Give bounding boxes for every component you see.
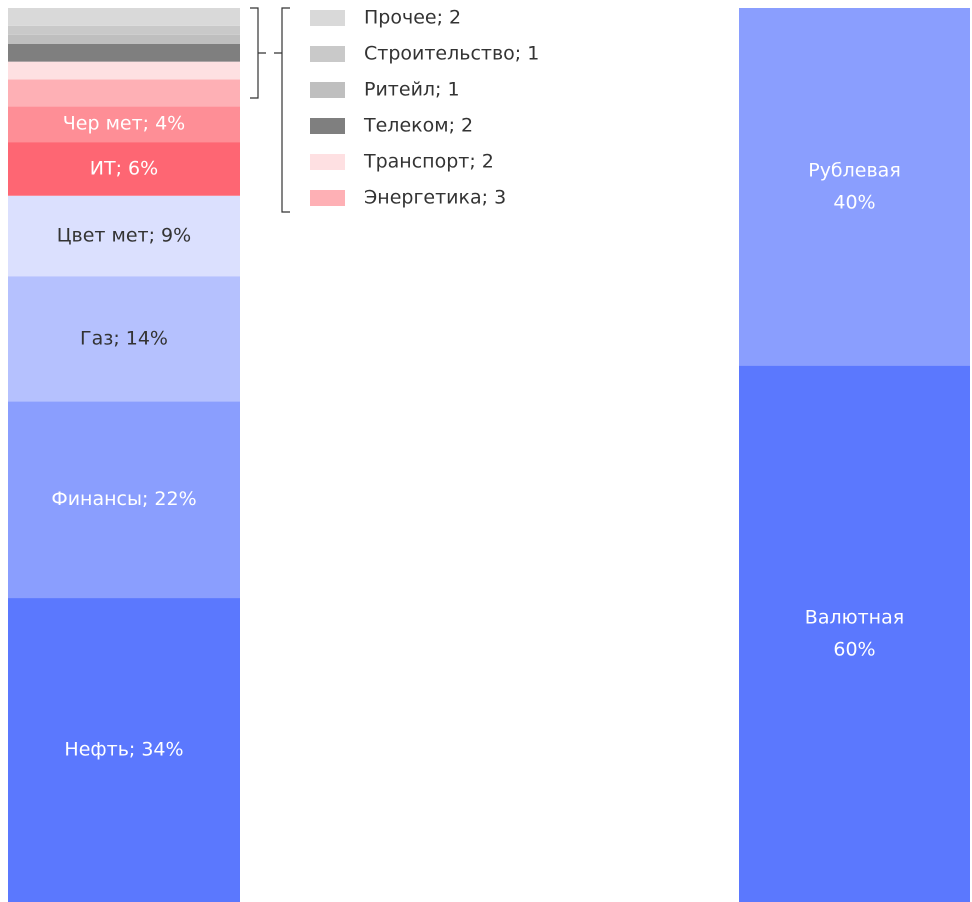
bar-segment — [8, 43, 240, 62]
segment-label: Чер мет; 4% — [63, 113, 186, 135]
bar-segment — [8, 106, 240, 143]
segment-label: Газ; 14% — [80, 327, 168, 349]
legend-swatch — [310, 118, 345, 134]
bar-segment — [739, 365, 970, 902]
segment-label: Нефть; 34% — [64, 739, 183, 761]
legend-label: Телеком; 2 — [363, 115, 473, 137]
segment-label: ИТ; 6% — [90, 157, 158, 179]
legend-swatch — [310, 46, 345, 62]
bar-segment — [739, 8, 970, 366]
bar-segment — [8, 401, 240, 599]
bar-segment — [8, 79, 240, 107]
legend-swatch — [310, 154, 345, 170]
legend-swatch — [310, 82, 345, 98]
segment-label: Цвет мет; 9% — [57, 224, 191, 246]
legend-label: Энергетика; 3 — [364, 187, 506, 209]
bracket — [274, 7, 290, 213]
bracket — [250, 7, 266, 99]
segment-name: Рублевая — [808, 159, 901, 181]
bar-segment — [8, 142, 240, 196]
bar-segment — [8, 34, 240, 44]
bar-segment — [8, 8, 240, 26]
bar-segment — [8, 276, 240, 402]
legend-swatch — [310, 10, 345, 26]
legend-label: Прочее; 2 — [364, 7, 461, 29]
segment-name: Валютная — [805, 606, 904, 628]
legend-label: Транспорт; 2 — [363, 151, 494, 173]
segment-label: 60% — [833, 638, 875, 660]
bar-segment — [8, 598, 240, 902]
legend-label: Строительство; 1 — [364, 43, 539, 65]
legend-label: Ритейл; 1 — [364, 79, 460, 101]
bar-segment — [8, 25, 240, 35]
segment-label: Финансы; 22% — [51, 488, 196, 510]
bar-segment — [8, 195, 240, 277]
bar-segment — [8, 61, 240, 80]
legend-swatch — [310, 190, 345, 206]
segment-label: 40% — [833, 191, 875, 213]
